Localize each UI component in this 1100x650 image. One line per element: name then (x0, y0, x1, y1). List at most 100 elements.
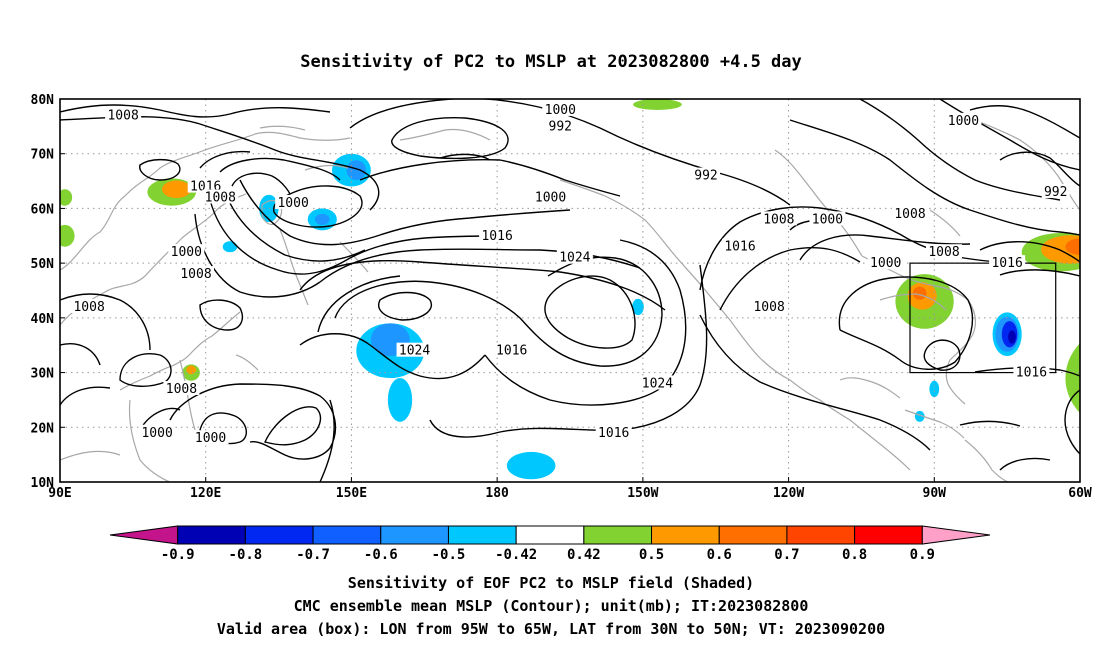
shading-patch (1065, 343, 1080, 413)
x-tick-label: 90W (923, 486, 947, 501)
shading-patch (912, 286, 927, 300)
colorbar-label: -0.9 (161, 547, 195, 563)
x-tick-label: 120E (190, 486, 221, 501)
colorbar-bin (244, 525, 314, 545)
y-tick-label: 80N (31, 93, 55, 108)
contour-label: 1000 (277, 196, 308, 211)
contour-label-bg (275, 194, 312, 209)
contour-label-bg (192, 430, 229, 445)
contour-label: 1000 (812, 212, 843, 227)
contour-label-bg (751, 298, 788, 313)
coastlines (60, 119, 1080, 482)
contour-label-bg (532, 189, 569, 204)
contour-label-bg (722, 238, 758, 253)
contour-label-bg (479, 227, 516, 242)
contour-label-bg (71, 298, 108, 313)
contour-label: 1008 (73, 300, 104, 315)
contour-label-bg (542, 101, 579, 116)
shading-patch (186, 365, 196, 375)
y-tick-label: 30N (31, 367, 55, 382)
contour-label: 1000 (535, 190, 566, 205)
y-tick-label: 50N (31, 257, 55, 272)
y-tick-label: 10N (31, 476, 55, 491)
contour-label-bg (809, 211, 846, 226)
y-tick-label: 70N (31, 148, 55, 163)
contour-label: 1024 (399, 344, 430, 359)
y-tick-label: 20N (31, 421, 55, 436)
colorbar-end-triangle (921, 525, 991, 545)
contour-label-bg (493, 342, 530, 357)
caption-line-2: CMC ensemble mean MSLP (Contour); unit(m… (294, 597, 809, 615)
colorbar-bin (312, 525, 382, 545)
shading-patch (60, 224, 75, 247)
contour-label: 1024 (559, 251, 590, 266)
x-tick-label: 120W (773, 486, 804, 501)
contour-label-bg (163, 380, 200, 395)
contour-label: 1000 (171, 245, 202, 260)
contour-label-bg (139, 424, 176, 439)
colorbar-label: -0.5 (432, 547, 466, 563)
contour-label-bg (1013, 364, 1050, 379)
shading-patch (1008, 330, 1016, 344)
y-tick-label: 60N (31, 202, 55, 217)
contour-label: 1000 (545, 103, 576, 118)
shading-patch (162, 180, 192, 199)
figure-title: Sensitivity of PC2 to MSLP at 2023082800… (300, 52, 802, 72)
contour-label-bg (926, 244, 962, 259)
contour-label: 1000 (948, 114, 979, 129)
colorbar-bin (583, 525, 653, 545)
colorbar-label: 0.6 (707, 547, 732, 563)
colorbar-bin (380, 525, 449, 545)
contour-label-bg (1041, 184, 1070, 199)
shading-patch (315, 213, 330, 225)
colorbar-label: 0.7 (774, 547, 799, 563)
contour-label-bg (105, 107, 142, 122)
colorbar-label: -0.7 (296, 547, 330, 563)
shading-patch (222, 241, 238, 253)
contour-label-bg (546, 118, 575, 133)
contour-label: 992 (694, 169, 717, 184)
shading-patch (929, 380, 940, 398)
colorbar-bin (447, 525, 517, 545)
contour-label-bg (556, 249, 593, 264)
colorbar-bin (786, 525, 856, 545)
contour-label: 1000 (870, 256, 901, 271)
shading-patch (632, 298, 644, 316)
contour-label-bg (396, 342, 433, 357)
colorbar-label: -0.6 (364, 547, 398, 563)
colorbar-label: 0.9 (910, 547, 935, 563)
contour-label: 1000 (141, 426, 172, 441)
x-tick-label: 90E (48, 486, 71, 501)
contour-label: 992 (549, 119, 572, 134)
colorbar-end-triangle (109, 525, 179, 545)
colorbar-label: -0.8 (229, 547, 263, 563)
shading-patch (387, 378, 413, 422)
latitude-axis: 10N 20N 30N 40N 50N 60N 70N 80N (31, 93, 65, 491)
colorbar-bin (718, 525, 788, 545)
contour-label: 1016 (1016, 366, 1047, 381)
contour-label: 1016 (724, 240, 755, 255)
contour-label-bg (595, 424, 632, 439)
contour-label-bg (202, 189, 239, 204)
caption-line-3: Valid area (box): LON from 95W to 65W, L… (217, 620, 885, 638)
contour-label: 1016 (598, 426, 629, 441)
contour-label-bg (178, 266, 214, 281)
contour-label: 1016 (991, 256, 1022, 271)
contour-label-bg (760, 211, 797, 226)
shading-patch (1065, 238, 1080, 255)
contour-label-bg (187, 178, 224, 193)
longitude-axis: 90E 120E 150E 180 150W 120W 90W 60W (48, 477, 1092, 501)
contour-label: 1008 (166, 382, 197, 397)
contour-label: 1024 (642, 377, 673, 392)
colorbar-label: 0.5 (639, 547, 664, 563)
shading-patch (506, 451, 556, 480)
x-tick-label: 60W (1068, 486, 1092, 501)
shading-patch (1085, 329, 1100, 406)
shading-patch (346, 160, 366, 180)
colorbar-bin (854, 525, 923, 545)
x-tick-label: 180 (485, 486, 509, 501)
shading-patch (60, 189, 73, 206)
contour-label-bg (867, 255, 904, 270)
colorbar-label: -0.42 (495, 547, 537, 563)
